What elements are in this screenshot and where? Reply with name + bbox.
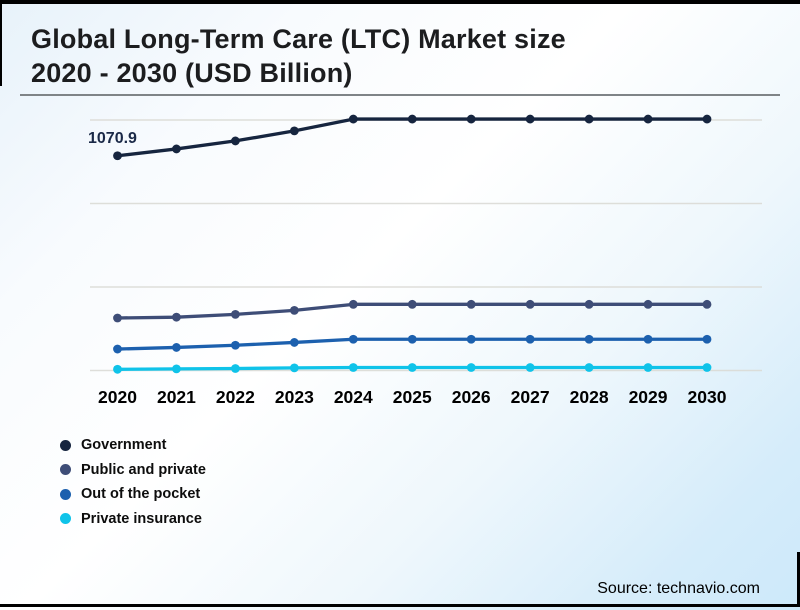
data-point-government-2027 xyxy=(525,114,535,124)
data-point-government-2030 xyxy=(702,114,712,124)
legend-dot-icon xyxy=(60,439,71,451)
x-axis-label: 2026 xyxy=(452,387,491,407)
data-point-out-of-the-pocket-2025 xyxy=(407,334,417,344)
data-point-public-and-private-2022 xyxy=(231,309,240,319)
frame-bottom-border xyxy=(0,604,800,607)
data-point-out-of-the-pocket-2026 xyxy=(466,334,476,344)
x-axis-label: 2025 xyxy=(393,387,432,407)
data-point-private-insurance-2025 xyxy=(407,363,417,372)
data-point-public-and-private-2020 xyxy=(113,313,122,323)
frame-right-border xyxy=(797,552,800,607)
data-point-government-2020 xyxy=(113,151,122,161)
chart-title-line1: Global Long-Term Care (LTC) Market size xyxy=(31,24,566,54)
data-point-government-2029 xyxy=(643,114,653,124)
legend: Government Public and private Out of the p… xyxy=(60,433,206,531)
data-point-government-2023 xyxy=(289,126,299,136)
data-point-public-and-private-2028 xyxy=(584,299,594,309)
data-point-private-insurance-2029 xyxy=(643,363,653,372)
x-axis-label: 2024 xyxy=(334,387,373,407)
x-axis-label: 2020 xyxy=(98,387,137,407)
data-point-government-2025 xyxy=(407,114,417,124)
data-point-private-insurance-2023 xyxy=(289,363,299,373)
data-point-government-2024 xyxy=(348,114,358,124)
data-point-public-and-private-2026 xyxy=(466,299,476,309)
series-line-private-insurance xyxy=(115,365,709,371)
legend-item-government: Government xyxy=(60,433,206,457)
chart-title: Global Long-Term Care (LTC) Market size … xyxy=(31,22,741,90)
series-line-public-and-private xyxy=(115,302,709,320)
government-2020-value-label: 1070.9 xyxy=(88,130,137,147)
legend-item-public-and-private: Public and private xyxy=(60,458,206,482)
data-point-private-insurance-2028 xyxy=(584,363,594,372)
data-point-private-insurance-2030 xyxy=(702,363,712,372)
data-point-out-of-the-pocket-2023 xyxy=(289,338,299,347)
data-point-out-of-the-pocket-2028 xyxy=(584,334,594,344)
data-point-public-and-private-2024 xyxy=(348,299,358,309)
x-axis-label: 2029 xyxy=(629,387,668,407)
data-point-private-insurance-2026 xyxy=(466,363,476,372)
legend-item-label: Private insurance xyxy=(81,510,202,527)
frame-left-border xyxy=(0,0,2,86)
x-axis-label: 2022 xyxy=(216,387,255,407)
data-point-private-insurance-2024 xyxy=(348,363,358,372)
data-point-out-of-the-pocket-2024 xyxy=(348,334,358,344)
data-point-public-and-private-2030 xyxy=(702,299,712,309)
data-point-government-2028 xyxy=(584,114,594,124)
data-point-government-2021 xyxy=(172,144,181,154)
frame-top-border xyxy=(0,0,800,4)
data-point-public-and-private-2025 xyxy=(407,299,417,309)
legend-item-private-insurance: Private insurance xyxy=(60,507,206,531)
x-axis-label: 2030 xyxy=(688,387,727,407)
data-point-government-2026 xyxy=(466,114,476,124)
data-point-public-and-private-2029 xyxy=(643,299,653,309)
title-separator xyxy=(20,94,780,96)
data-point-out-of-the-pocket-2022 xyxy=(231,340,240,350)
data-point-out-of-the-pocket-2029 xyxy=(643,334,653,344)
data-point-private-insurance-2021 xyxy=(172,364,181,374)
series-line-out-of-the-pocket xyxy=(115,337,709,351)
x-axis-label: 2021 xyxy=(157,387,196,407)
chart-title-line2: 2020 - 2030 (USD Billion) xyxy=(31,58,353,88)
data-point-public-and-private-2027 xyxy=(525,299,535,309)
legend-item-label: Public and private xyxy=(81,461,206,478)
data-point-out-of-the-pocket-2030 xyxy=(702,334,712,344)
data-point-out-of-the-pocket-2027 xyxy=(525,334,535,344)
legend-dot-icon xyxy=(60,488,71,500)
data-point-private-insurance-2022 xyxy=(231,364,240,373)
data-point-out-of-the-pocket-2021 xyxy=(172,343,181,352)
series-line-government xyxy=(115,117,709,158)
legend-dot-icon xyxy=(60,513,71,524)
data-point-public-and-private-2023 xyxy=(289,305,299,315)
data-point-private-insurance-2020 xyxy=(113,364,122,374)
x-axis-label: 2023 xyxy=(275,387,314,407)
legend-item-out-of-the-pocket: Out of the pocket xyxy=(60,482,206,506)
data-point-public-and-private-2021 xyxy=(172,312,181,322)
legend-item-label: Out of the pocket xyxy=(81,486,201,502)
x-axis-label: 2027 xyxy=(511,387,550,407)
data-point-government-2022 xyxy=(231,136,240,146)
source-note: Source: technavio.com xyxy=(597,580,760,597)
legend-dot-icon xyxy=(60,464,71,475)
data-point-out-of-the-pocket-2020 xyxy=(113,344,122,354)
data-point-private-insurance-2027 xyxy=(525,363,535,372)
legend-item-label: Government xyxy=(81,437,167,453)
x-axis-label: 2028 xyxy=(570,387,609,407)
